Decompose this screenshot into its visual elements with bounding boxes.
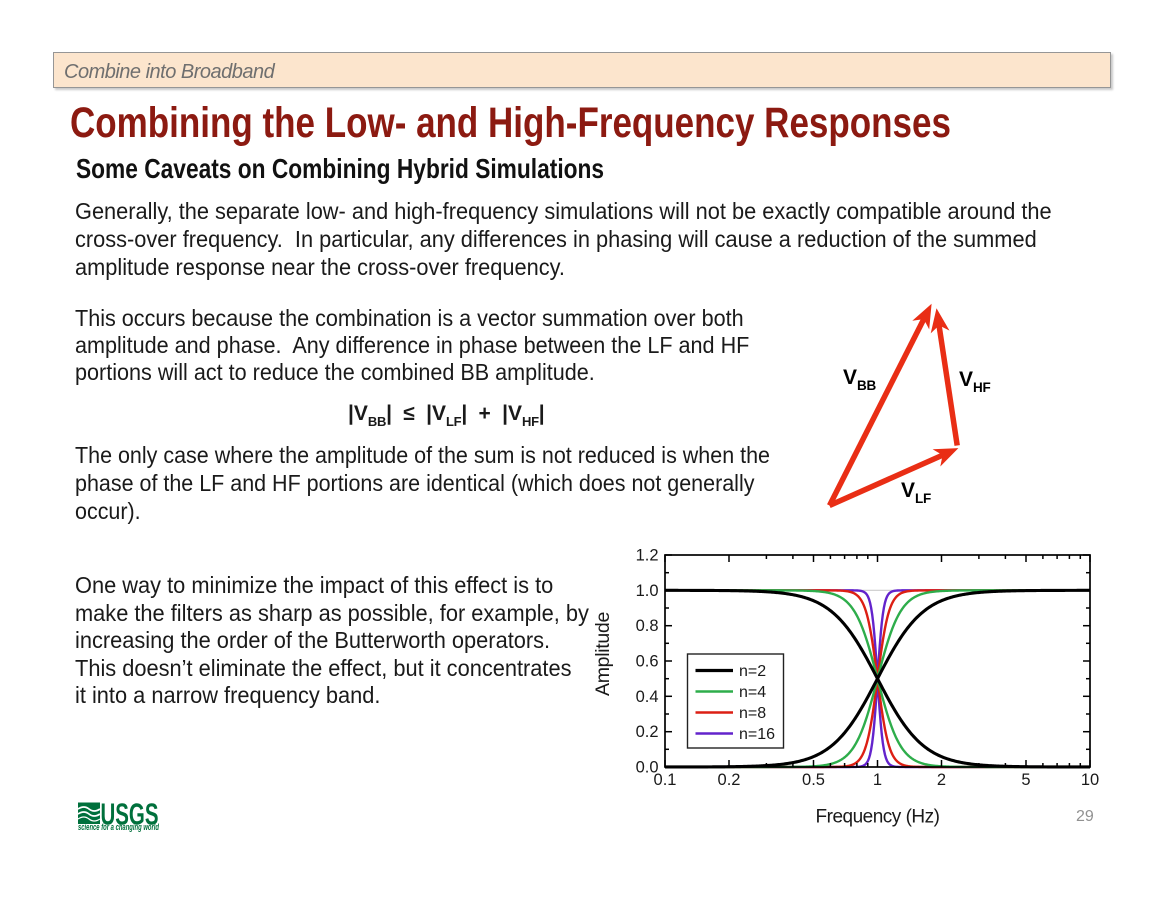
- svg-text:0.2: 0.2: [718, 771, 741, 789]
- svg-text:5: 5: [1021, 771, 1030, 789]
- svg-text:0.8: 0.8: [636, 617, 659, 635]
- svg-text:n=2: n=2: [739, 663, 766, 680]
- svg-text:0.2: 0.2: [636, 723, 659, 741]
- svg-text:1.0: 1.0: [636, 582, 659, 600]
- svg-text:2: 2: [937, 771, 946, 789]
- svg-text:n=16: n=16: [739, 726, 775, 743]
- svg-text:0.5: 0.5: [802, 771, 825, 789]
- svg-text:0.6: 0.6: [636, 653, 659, 671]
- svg-text:n=8: n=8: [739, 705, 766, 722]
- svg-text:1.2: 1.2: [636, 547, 659, 565]
- svg-text:0.1: 0.1: [654, 771, 677, 789]
- svg-text:n=4: n=4: [739, 684, 766, 701]
- svg-text:0.0: 0.0: [636, 759, 659, 777]
- svg-text:USGS: USGS: [101, 797, 159, 832]
- svg-text:0.4: 0.4: [636, 688, 659, 706]
- svg-text:1: 1: [873, 771, 882, 789]
- svg-text:Amplitude: Amplitude: [592, 612, 614, 696]
- svg-text:10: 10: [1081, 771, 1099, 789]
- svg-text:Frequency (Hz): Frequency (Hz): [816, 807, 940, 828]
- svg-text:science for a changing world: science for a changing world: [78, 822, 159, 833]
